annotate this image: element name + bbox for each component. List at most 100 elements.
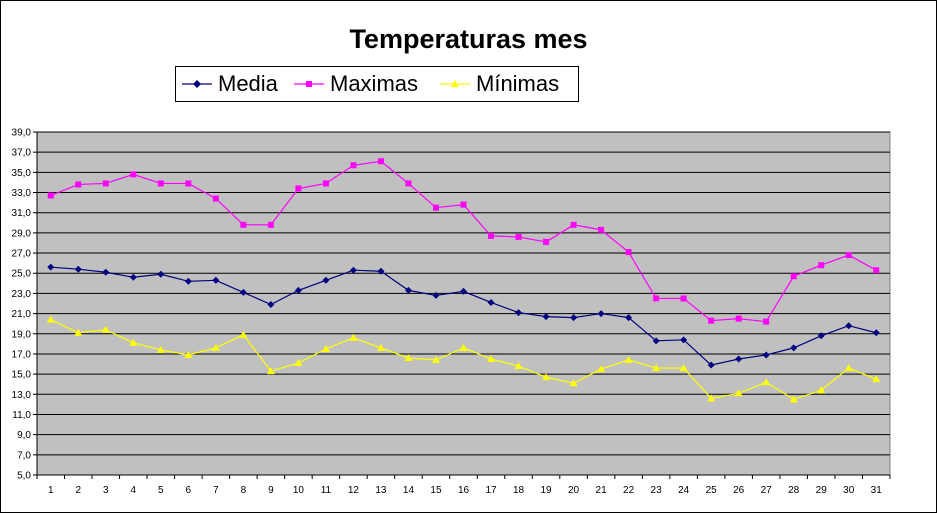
series-2-point <box>101 325 110 333</box>
y-axis: 5,0 7,0 9,0 11,0 13,0 15,0 17,0 19,0 21,0 23,0 25,… <box>12 128 38 482</box>
x-tick-label: 27 <box>761 485 773 496</box>
series-0-point <box>487 298 495 306</box>
series-2-point <box>156 345 165 353</box>
y-tick-label: 13,0 <box>12 390 32 401</box>
series-2-point <box>266 367 275 375</box>
series-1-point <box>350 162 357 169</box>
series-0-point <box>102 268 110 276</box>
series-2-point <box>542 373 551 381</box>
series-2-point <box>652 364 661 372</box>
series-1-point <box>405 180 412 187</box>
legend-item-maximas: Maximas <box>292 67 418 101</box>
series-1-point <box>680 295 687 302</box>
x-tick-label: 21 <box>596 485 608 496</box>
x-tick-label: 17 <box>485 485 497 496</box>
legend-item-minimas: Mínimas <box>438 67 559 101</box>
series-0-point <box>404 286 412 294</box>
series-1-point <box>102 180 109 187</box>
y-tick-label: 15,0 <box>12 370 32 381</box>
series-2-point <box>239 330 248 338</box>
x-tick-label: 29 <box>816 485 828 496</box>
x-tick-label: 10 <box>293 485 305 496</box>
series-1-point <box>377 158 384 165</box>
series-1-point <box>735 315 742 322</box>
series-0-point <box>74 265 82 273</box>
series-2-point <box>624 355 633 363</box>
series-2-point <box>459 343 468 351</box>
series-1-point <box>598 226 605 233</box>
series-1-point <box>543 238 550 245</box>
y-tick-label: 23,0 <box>12 289 32 300</box>
series-0-point <box>817 332 825 340</box>
x-tick-label: 4 <box>131 485 137 496</box>
series-1-point <box>322 180 329 187</box>
x-tick-label: 28 <box>788 485 800 496</box>
x-tick-label: 18 <box>513 485 525 496</box>
x-tick-label: 30 <box>843 485 855 496</box>
x-tick-label: 14 <box>403 485 415 496</box>
series-1-point <box>488 232 495 239</box>
series-1-point <box>432 204 439 211</box>
series-2-point <box>74 328 83 336</box>
series-0-point <box>322 276 330 284</box>
series-2-point <box>734 389 743 397</box>
x-axis: 1 2 3 4 5 6 7 8 9 10 11 12 13 14 15 16 17 18 19 20 21 22 23 24 2… <box>36 474 891 496</box>
series-1-point <box>185 180 192 187</box>
series-1-point <box>295 185 302 192</box>
series-2-point <box>569 379 578 387</box>
series-0-point <box>790 344 798 352</box>
series-0-point <box>157 270 165 278</box>
y-tick-label: 9,0 <box>17 430 31 441</box>
series-1-point <box>873 267 880 274</box>
series-0-point <box>625 314 633 322</box>
y-tick-label: 39,0 <box>12 128 32 139</box>
y-tick-label: 7,0 <box>17 450 31 461</box>
series-0-point <box>542 313 550 321</box>
legend-item-media: Media <box>180 67 278 101</box>
series-2-point <box>129 338 138 346</box>
series-2-point <box>487 354 496 362</box>
x-tick-label: 15 <box>430 485 442 496</box>
x-tick-label: 11 <box>321 485 332 496</box>
y-tick-label: 17,0 <box>12 349 32 360</box>
series-1-point <box>790 273 797 280</box>
series-1-point <box>653 295 660 302</box>
series-0-point <box>762 351 770 359</box>
x-tick-label: 26 <box>733 485 745 496</box>
series-1-point <box>763 318 770 325</box>
x-tick-label: 12 <box>348 485 360 496</box>
series-0-point <box>432 291 440 299</box>
x-tick-label: 13 <box>375 485 387 496</box>
series-1-point <box>240 221 247 228</box>
y-tick-label: 35,0 <box>12 168 32 179</box>
series-1-point <box>845 252 852 259</box>
series-1-point <box>212 195 219 202</box>
y-tick-label: 37,0 <box>12 148 32 159</box>
legend-marker-media <box>182 80 212 88</box>
series-2-point <box>872 375 881 383</box>
x-tick-label: 16 <box>458 485 470 496</box>
x-tick-label: 7 <box>213 485 219 496</box>
legend-label-minimas: Mínimas <box>476 71 560 96</box>
series-1-point <box>515 233 522 240</box>
series-2-point <box>762 378 771 386</box>
series-2-point <box>817 386 826 394</box>
series-0-point <box>349 266 357 274</box>
series-1-point <box>47 192 54 199</box>
y-tick-label: 11,0 <box>12 410 31 421</box>
legend-marker-minimas <box>440 80 470 87</box>
series-2-point <box>376 343 385 351</box>
series-0-point <box>460 287 467 295</box>
series-1-point <box>708 317 715 324</box>
series-2-point <box>321 344 330 352</box>
series-2-point <box>597 365 606 373</box>
legend-label-media: Media <box>218 71 278 96</box>
series-2-point <box>431 355 440 363</box>
y-tick-label: 31,0 <box>12 208 32 219</box>
x-tick-label: 25 <box>706 485 718 496</box>
x-tick-label: 6 <box>186 485 192 496</box>
series-2-point <box>789 395 798 403</box>
x-tick-label: 8 <box>241 485 247 496</box>
series-1-point <box>818 262 825 269</box>
x-tick-label: 5 <box>158 485 164 496</box>
